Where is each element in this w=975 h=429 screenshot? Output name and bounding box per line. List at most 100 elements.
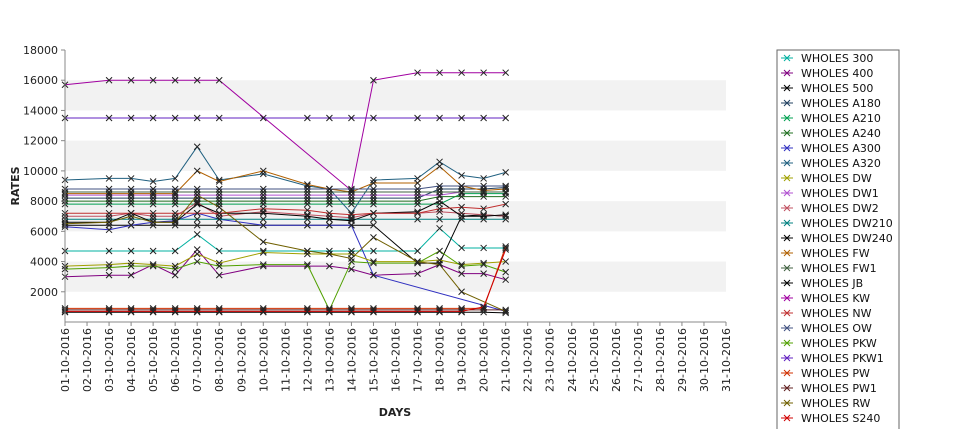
data-point <box>458 114 465 122</box>
y-ticks: 2000 4000 6000 8000 10000 12000 14000 16000 1800… <box>23 44 65 299</box>
data-point <box>304 215 311 223</box>
data-point <box>348 258 355 265</box>
data-point <box>348 188 355 196</box>
data-point <box>259 167 267 175</box>
data-point <box>436 224 443 232</box>
data-point <box>193 200 201 208</box>
data-point <box>348 255 355 262</box>
legend-label: WHOLES NW <box>801 307 872 320</box>
data-point <box>215 114 223 122</box>
data-point <box>480 205 487 213</box>
data-point <box>326 209 333 217</box>
data-point <box>436 261 443 268</box>
data-point <box>326 185 333 193</box>
data-point <box>414 179 421 187</box>
data-point <box>414 197 421 205</box>
data-point <box>326 188 333 196</box>
x-tick-label: 06-10-2016 <box>169 328 182 392</box>
data-point <box>414 258 421 265</box>
data-point <box>215 259 223 267</box>
data-point <box>304 197 311 205</box>
data-point <box>149 221 157 229</box>
data-point <box>149 191 157 199</box>
data-point <box>436 208 443 216</box>
data-point <box>171 209 179 217</box>
data-point <box>414 247 421 255</box>
data-point <box>502 212 510 220</box>
data-point <box>414 209 421 217</box>
data-point <box>370 221 377 229</box>
data-point <box>370 247 377 255</box>
data-point <box>304 188 311 196</box>
data-point <box>259 306 267 314</box>
data-point <box>105 306 113 314</box>
data-point <box>370 176 377 184</box>
legend-label: WHOLES FW <box>801 247 870 260</box>
series <box>61 182 510 193</box>
data-point <box>502 188 510 196</box>
data-point <box>458 288 465 296</box>
data-point <box>149 247 157 255</box>
data-point <box>502 169 510 176</box>
data-point <box>105 226 113 234</box>
y-axis-title: RATES <box>9 166 22 205</box>
x-tick-label: 16-10-2016 <box>390 328 403 392</box>
legend-label: WHOLES PKW <box>801 337 877 350</box>
data-point <box>171 306 179 314</box>
data-point <box>304 114 311 122</box>
data-point <box>105 197 113 205</box>
x-tick-label: 29-10-2016 <box>676 328 689 392</box>
legend-label: WHOLES DW240 <box>801 232 893 245</box>
data-point <box>436 163 443 170</box>
data-point <box>370 194 377 202</box>
data-point <box>502 268 510 276</box>
series-line <box>65 227 506 252</box>
data-point <box>436 259 443 267</box>
legend-label: WHOLES S240 <box>801 412 880 425</box>
data-point <box>259 308 267 315</box>
x-tick-label: 04-10-2016 <box>125 328 138 392</box>
y-tick-label: 14000 <box>23 104 58 117</box>
series <box>61 114 510 122</box>
data-point <box>127 200 135 208</box>
data-point <box>193 188 201 196</box>
data-point <box>502 185 510 193</box>
data-point <box>193 167 201 175</box>
data-point <box>149 262 157 270</box>
data-point <box>370 179 377 187</box>
data-point <box>105 209 113 217</box>
data-point <box>105 175 113 182</box>
data-point <box>458 182 465 190</box>
data-point <box>149 197 157 205</box>
data-point <box>171 247 179 255</box>
data-point <box>414 191 421 199</box>
data-point <box>215 197 223 205</box>
data-point <box>458 215 465 223</box>
data-point <box>193 185 201 193</box>
data-point <box>127 262 135 270</box>
data-point <box>304 221 311 229</box>
data-point <box>171 218 179 226</box>
data-point <box>215 178 223 185</box>
x-tick-label: 22-10-2016 <box>522 328 535 392</box>
data-point <box>149 114 157 122</box>
data-point <box>458 262 465 270</box>
series <box>61 247 510 314</box>
y-tick-label: 12000 <box>23 135 58 148</box>
data-point <box>105 264 113 271</box>
data-point <box>149 209 157 217</box>
x-ticks: 01-10-2016 02-10-2016 03-10-2016 04-10-2016… <box>59 322 733 392</box>
data-point <box>127 114 135 122</box>
x-tick-label: 05-10-2016 <box>147 328 160 392</box>
x-tick-label: 26-10-2016 <box>610 328 623 392</box>
data-point <box>193 308 201 315</box>
data-point <box>304 191 311 199</box>
data-point <box>105 114 113 122</box>
data-point <box>215 203 223 211</box>
data-point <box>502 258 510 265</box>
data-point <box>215 215 223 223</box>
series-line <box>64 72 506 192</box>
legend-label: WHOLES DW <box>801 172 872 185</box>
x-tick-label: 09-10-2016 <box>235 328 248 392</box>
